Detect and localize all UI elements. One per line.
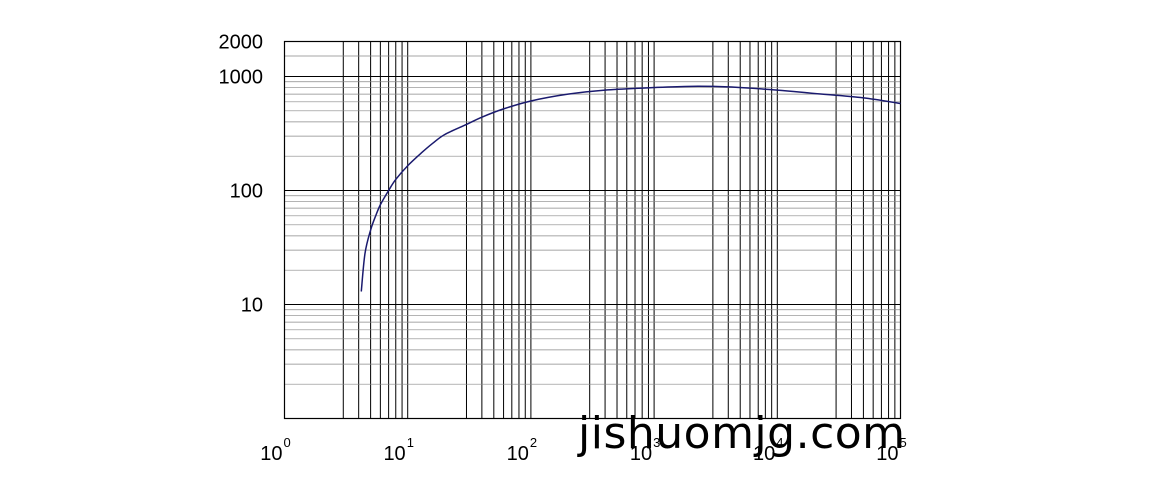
series-line-0 <box>360 85 901 292</box>
plot-frame <box>283 40 902 420</box>
y-tick-label: 10 <box>241 295 263 317</box>
x-tick-exponent: 1 <box>407 435 414 450</box>
x-tick-label: 101 <box>383 435 413 465</box>
x-tick-base: 10 <box>383 443 405 465</box>
grid <box>284 41 901 419</box>
x-tick-exponent: 2 <box>530 435 537 450</box>
x-tick-base: 10 <box>260 443 282 465</box>
series-layer <box>360 85 901 292</box>
x-tick-base: 10 <box>507 443 529 465</box>
x-tick-label: 100 <box>260 435 290 465</box>
x-tick-base: 10 <box>876 443 898 465</box>
x-tick-exponent: 5 <box>900 435 907 450</box>
x-tick-exponent: 4 <box>776 435 783 450</box>
x-tick-exponent: 0 <box>284 435 291 450</box>
watermark: jishuomjg.com <box>578 408 906 459</box>
x-tick-label: 103 <box>630 435 660 465</box>
x-tick-label: 102 <box>507 435 537 465</box>
x-tick-label: 105 <box>876 435 906 465</box>
y-tick-labels: 2000 1000 100 10 <box>219 32 264 317</box>
x-tick-base: 10 <box>630 443 652 465</box>
y-tick-label: 2000 <box>219 32 264 54</box>
x-tick-label: 104 <box>753 435 783 465</box>
x-tick-base: 10 <box>753 443 775 465</box>
y-tick-label: 100 <box>230 181 263 203</box>
x-tick-exponent: 3 <box>653 435 660 450</box>
y-tick-label: 1000 <box>219 67 264 89</box>
